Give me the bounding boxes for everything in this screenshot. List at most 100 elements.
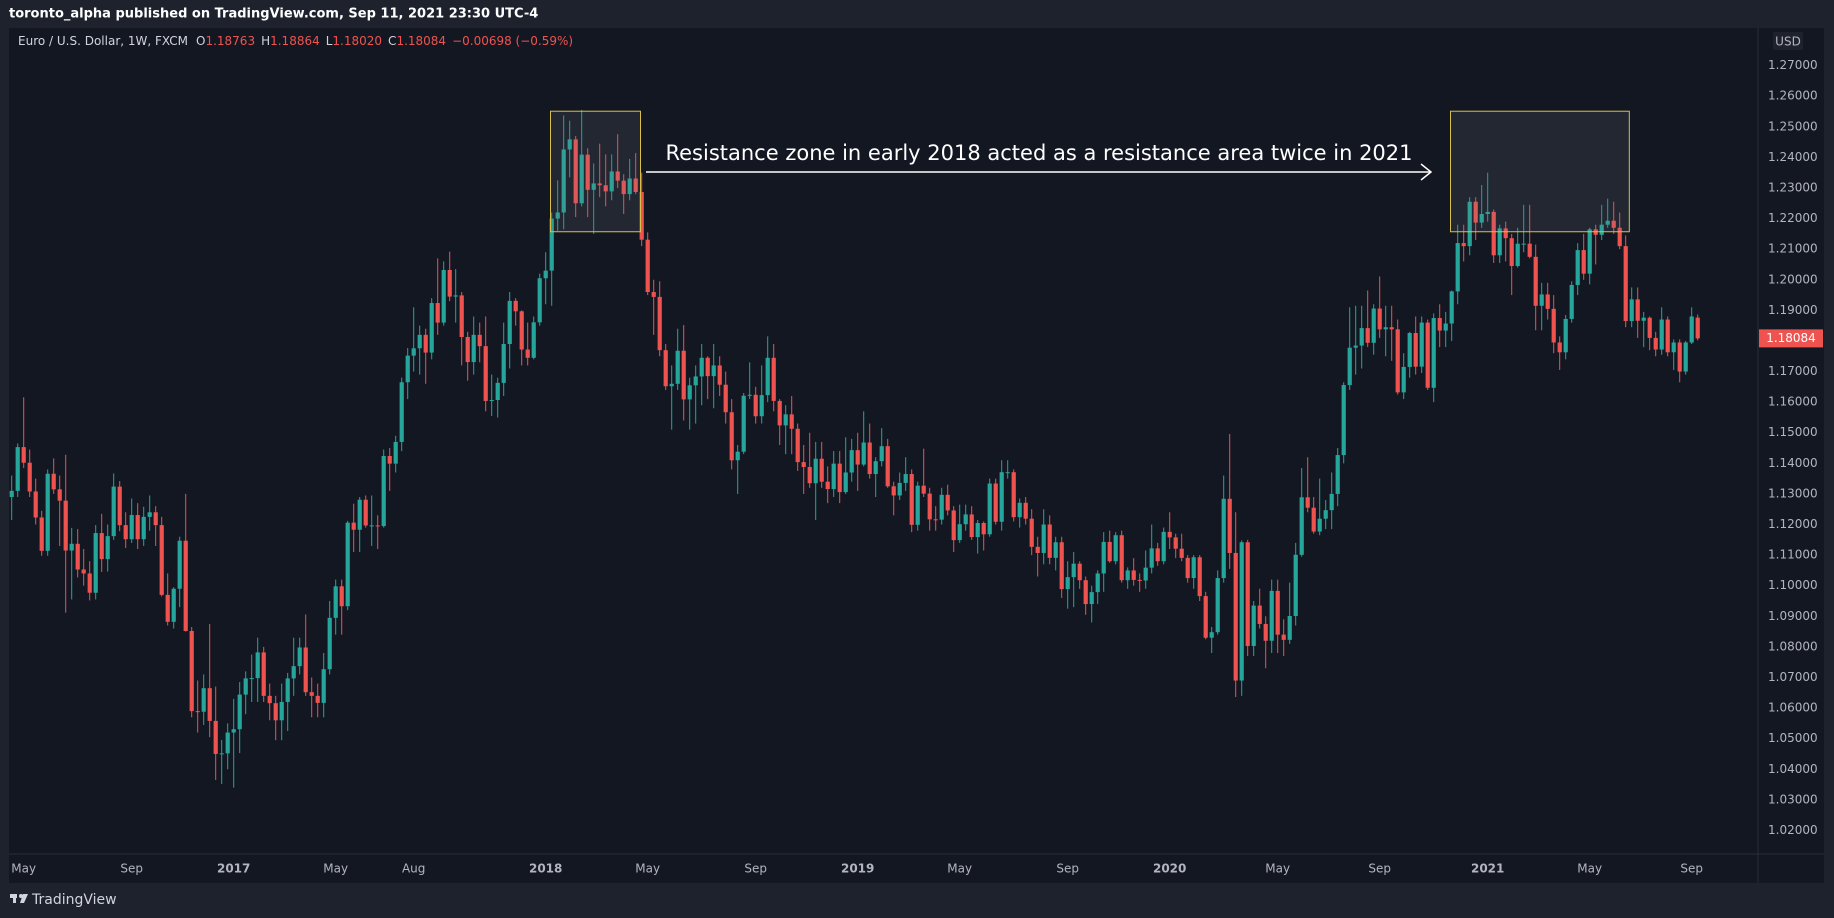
y-tick-label: 1.04000 xyxy=(1768,762,1818,776)
candle-body xyxy=(207,688,212,721)
candle-body xyxy=(1137,579,1142,581)
candle-body xyxy=(1149,548,1154,568)
candle-body xyxy=(1527,243,1532,257)
candle-body xyxy=(1005,472,1010,474)
candle-body xyxy=(987,483,992,535)
candle-body xyxy=(591,183,596,190)
candle-body xyxy=(1617,227,1622,247)
candle-body xyxy=(855,450,860,465)
candle-body xyxy=(279,701,284,721)
candle-body xyxy=(741,395,746,452)
candle-body xyxy=(1443,323,1448,331)
candle-body xyxy=(183,540,188,631)
candle-body xyxy=(687,385,692,400)
candle-body xyxy=(1473,201,1478,223)
candle-body xyxy=(1425,322,1430,388)
candle-body xyxy=(297,647,302,667)
candle-body xyxy=(1419,322,1424,367)
candle-body xyxy=(1341,385,1346,456)
y-tick-label: 1.25000 xyxy=(1768,119,1818,133)
candle-body xyxy=(975,522,980,538)
candle-body xyxy=(201,688,206,712)
candle-body xyxy=(1203,596,1208,638)
candle-body xyxy=(621,180,626,195)
candle-body xyxy=(477,334,482,347)
candle-body xyxy=(531,322,536,358)
candle-body xyxy=(549,218,554,271)
candle-body xyxy=(63,500,68,551)
candle-body xyxy=(261,652,266,696)
candle-body xyxy=(711,365,716,377)
candle-body xyxy=(915,485,920,525)
x-tick-label: 2018 xyxy=(529,862,562,876)
candle-body xyxy=(135,515,140,540)
candle-body xyxy=(1323,510,1328,519)
candle-body xyxy=(81,569,86,574)
candle-body xyxy=(1599,224,1604,235)
candle-body xyxy=(1041,524,1046,553)
footer-brand: TradingView xyxy=(31,892,117,908)
candle-body xyxy=(447,269,452,297)
candle-body xyxy=(1437,318,1442,331)
candle-body xyxy=(309,692,314,696)
candle-body xyxy=(843,472,848,493)
candle-body xyxy=(1659,319,1664,350)
annotation: Resistance zone in early 2018 acted as a… xyxy=(665,141,1412,165)
candle-body xyxy=(1545,294,1550,309)
candle-body xyxy=(1101,541,1106,574)
legend-text: C xyxy=(388,34,396,48)
candle-body xyxy=(129,515,134,540)
candle-body xyxy=(141,516,146,540)
candle-body xyxy=(303,647,308,693)
candle-body xyxy=(813,458,818,484)
candle-body xyxy=(525,349,530,358)
candle-body xyxy=(1407,333,1412,367)
candle-body xyxy=(849,450,854,473)
candle-body xyxy=(123,525,128,540)
candle-body xyxy=(1683,342,1688,372)
candle-body xyxy=(1461,243,1466,247)
y-tick-label: 1.05000 xyxy=(1768,731,1818,745)
legend-text: L xyxy=(326,34,333,48)
candle-body xyxy=(1125,570,1130,581)
candle-body xyxy=(885,446,890,487)
candle-body xyxy=(513,300,518,312)
candle-body xyxy=(1371,308,1376,343)
y-tick-label: 1.15000 xyxy=(1768,425,1818,439)
candle-body xyxy=(1071,563,1076,578)
candle-body xyxy=(471,334,476,363)
candle-body xyxy=(345,522,350,607)
candle-body xyxy=(1077,563,1082,581)
candle-body xyxy=(213,720,218,754)
candle-body xyxy=(957,524,962,541)
candle-body xyxy=(1161,531,1166,562)
candle-body xyxy=(819,458,824,482)
candle-body xyxy=(393,441,398,464)
x-tick-label: May xyxy=(1577,862,1602,876)
candle-body xyxy=(327,617,332,670)
candle-body xyxy=(1671,342,1676,353)
candle-body xyxy=(723,384,728,413)
candle-body xyxy=(1299,497,1304,555)
candle-body xyxy=(411,348,416,356)
candle-body xyxy=(1455,243,1460,292)
candle-body xyxy=(1239,542,1244,681)
candle-body xyxy=(1293,554,1298,616)
candle-body xyxy=(693,376,698,386)
candle-body xyxy=(1173,537,1178,549)
currency: USD xyxy=(1775,35,1801,49)
candle-body xyxy=(291,666,296,679)
candle-body xyxy=(1485,211,1490,215)
candle-body xyxy=(1119,535,1124,581)
candle-body xyxy=(609,171,614,192)
candle-body xyxy=(195,711,200,713)
candle-body xyxy=(1245,542,1250,646)
legend-text: H xyxy=(261,34,270,48)
candle-body xyxy=(51,473,56,490)
candle-body xyxy=(1191,557,1196,579)
candle-body xyxy=(543,270,548,279)
candle-body xyxy=(1221,498,1226,579)
candle-body xyxy=(237,694,242,730)
candle-body xyxy=(171,588,176,622)
y-tick-label: 1.17000 xyxy=(1768,364,1818,378)
